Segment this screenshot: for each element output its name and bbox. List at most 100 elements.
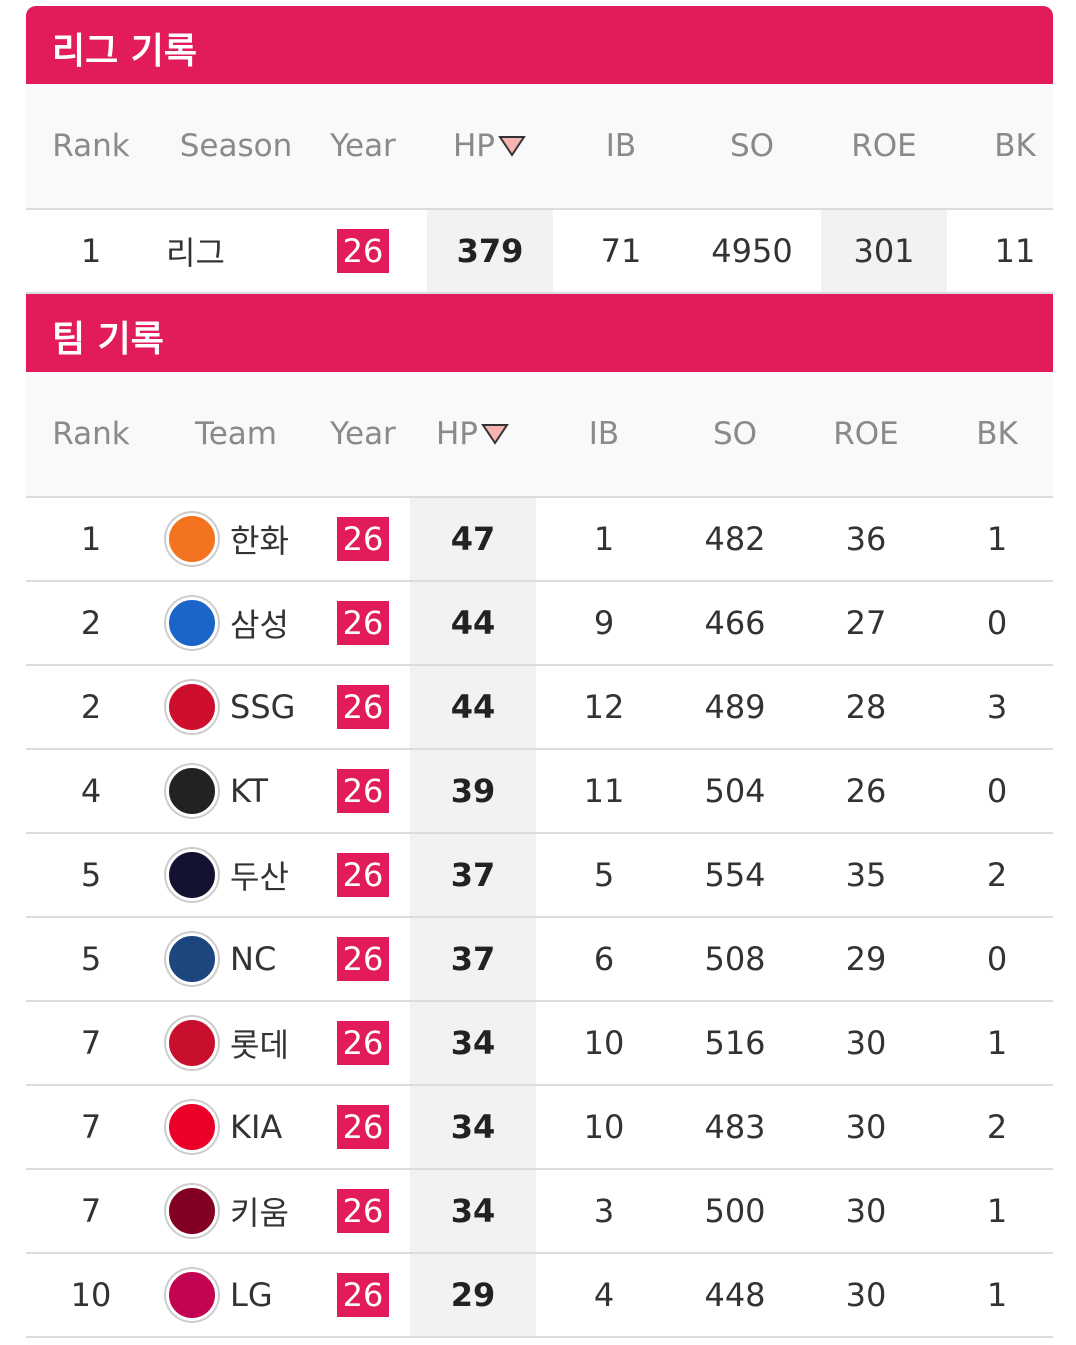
cell-text: 516 bbox=[704, 1024, 766, 1062]
cell-text: 30 bbox=[845, 1276, 887, 1314]
header-cell[interactable]: HP bbox=[410, 372, 536, 496]
cell-text: SSG bbox=[230, 688, 296, 726]
header-label: Rank bbox=[52, 416, 130, 452]
table-cell: KT bbox=[166, 750, 336, 832]
cell-text: 44 bbox=[450, 688, 496, 726]
cell-text: 26 bbox=[845, 772, 887, 810]
team-logo bbox=[166, 849, 218, 901]
table-cell: 4950 bbox=[689, 210, 815, 292]
header-label: SO bbox=[729, 128, 775, 164]
table-cell: 26 bbox=[300, 1254, 426, 1336]
cell-text: 483 bbox=[704, 1108, 766, 1146]
table-cell: 6 bbox=[541, 918, 667, 1000]
cell-text: 448 bbox=[704, 1276, 766, 1314]
cell-text: 5 bbox=[80, 940, 102, 978]
cell-text: 466 bbox=[704, 604, 766, 642]
table-cell: 30 bbox=[803, 1254, 929, 1336]
team-logo bbox=[166, 1185, 218, 1237]
cell-text: 1 bbox=[593, 520, 615, 558]
cell-text: 508 bbox=[704, 940, 766, 978]
table-row: 2 삼성 26 44 9 466 27 0 bbox=[26, 582, 1053, 666]
table-cell: 34 bbox=[410, 1086, 536, 1168]
table-cell: 34 bbox=[410, 1170, 536, 1252]
table-header: Rank Team Year HP IB SO ROE BK bbox=[26, 372, 1053, 498]
cell-text: NC bbox=[230, 940, 277, 978]
team-logo bbox=[166, 597, 218, 649]
cell-text: 4 bbox=[593, 1276, 615, 1314]
header-label: Year bbox=[330, 416, 396, 452]
table-cell: KIA bbox=[166, 1086, 336, 1168]
cell-text: 37 bbox=[450, 856, 496, 894]
year-badge: 26 bbox=[336, 1189, 390, 1233]
year-badge: 26 bbox=[336, 601, 390, 645]
cell-text: 11 bbox=[994, 232, 1036, 270]
cell-text: 301 bbox=[853, 232, 915, 270]
cell-text: 35 bbox=[845, 856, 887, 894]
cell-text: 3 bbox=[986, 688, 1008, 726]
table-cell: 26 bbox=[300, 210, 426, 292]
table-cell: 1 bbox=[934, 498, 1060, 580]
table-cell: 26 bbox=[300, 666, 426, 748]
header-cell: IB bbox=[558, 84, 684, 208]
table-cell: 10 bbox=[541, 1086, 667, 1168]
table-cell: 3 bbox=[541, 1170, 667, 1252]
table-cell: 554 bbox=[672, 834, 798, 916]
table-cell: 2 bbox=[28, 666, 154, 748]
header-cell: Season bbox=[173, 84, 299, 208]
table-row: 4 KT 26 39 11 504 26 0 bbox=[26, 750, 1053, 834]
header-label: Rank bbox=[52, 128, 130, 164]
sort-icon[interactable] bbox=[480, 422, 510, 446]
section-header: 리그 기록 bbox=[26, 6, 1053, 84]
cell-text: 34 bbox=[450, 1108, 496, 1146]
table-cell: 2 bbox=[28, 582, 154, 664]
table-row: 10 LG 26 29 4 448 30 1 bbox=[26, 1254, 1053, 1338]
table-cell: 1 bbox=[934, 1254, 1060, 1336]
table-cell: 4 bbox=[541, 1254, 667, 1336]
header-cell: ROE bbox=[821, 84, 947, 208]
cell-text: 29 bbox=[845, 940, 887, 978]
sort-icon[interactable] bbox=[497, 134, 527, 158]
cell-text: KT bbox=[230, 772, 269, 810]
table-cell: 0 bbox=[934, 918, 1060, 1000]
header-cell: Rank bbox=[28, 372, 154, 496]
table-cell: 29 bbox=[410, 1254, 536, 1336]
cell-text: 10 bbox=[583, 1108, 625, 1146]
cell-text: 3 bbox=[593, 1192, 615, 1230]
header-cell: Year bbox=[300, 84, 426, 208]
section-header: 팀 기록 bbox=[26, 294, 1053, 372]
header-label: HP bbox=[452, 128, 495, 164]
table-cell: 29 bbox=[803, 918, 929, 1000]
header-cell: IB bbox=[541, 372, 667, 496]
header-cell: Year bbox=[300, 372, 426, 496]
cell-text: 리그 bbox=[166, 234, 225, 272]
cell-text: 39 bbox=[450, 772, 496, 810]
header-label: BK bbox=[994, 128, 1036, 164]
header-cell[interactable]: HP bbox=[427, 84, 553, 208]
table-cell: 301 bbox=[821, 210, 947, 292]
cell-text: 2 bbox=[986, 1108, 1008, 1146]
cell-text: 28 bbox=[845, 688, 887, 726]
table-cell: 0 bbox=[934, 582, 1060, 664]
table-cell: 504 bbox=[672, 750, 798, 832]
cell-text: 1 bbox=[80, 520, 102, 558]
cell-text: 5 bbox=[593, 856, 615, 894]
table-cell: 30 bbox=[803, 1086, 929, 1168]
cell-text: 489 bbox=[704, 688, 766, 726]
cell-text: 7 bbox=[80, 1108, 102, 1146]
cell-text: 0 bbox=[986, 604, 1008, 642]
table-cell: 12 bbox=[541, 666, 667, 748]
cell-text: 30 bbox=[845, 1108, 887, 1146]
table-cell: 1 bbox=[28, 210, 154, 292]
cell-text: 27 bbox=[845, 604, 887, 642]
table-cell: 11 bbox=[541, 750, 667, 832]
table-cell: 489 bbox=[672, 666, 798, 748]
cell-text: 4950 bbox=[711, 232, 793, 270]
table-cell: 5 bbox=[541, 834, 667, 916]
header-cell: ROE bbox=[803, 372, 929, 496]
table-row: 5 NC 26 37 6 508 29 0 bbox=[26, 918, 1053, 1002]
team-logo bbox=[166, 1017, 218, 1069]
table-cell: 1 bbox=[28, 498, 154, 580]
cell-text: 379 bbox=[456, 232, 524, 270]
header-label: IB bbox=[605, 128, 637, 164]
table-cell: 26 bbox=[300, 498, 426, 580]
